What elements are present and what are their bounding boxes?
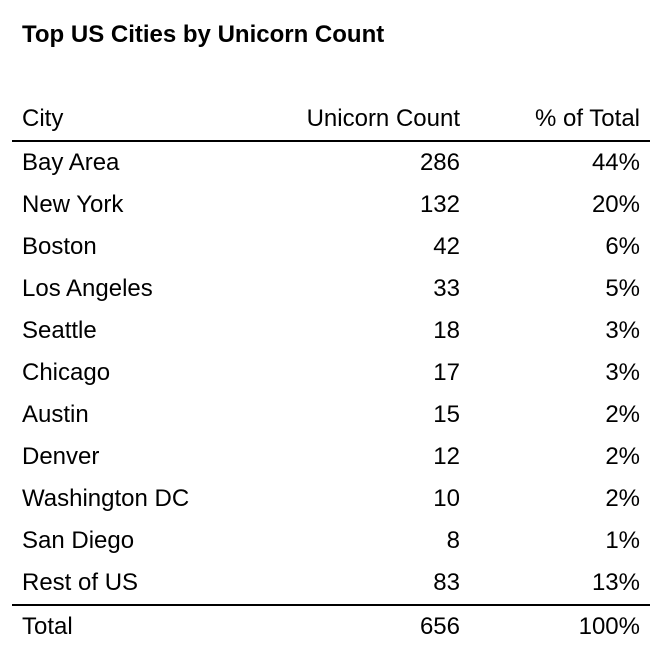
percent-cell: 3% bbox=[605, 359, 640, 386]
percent-cell: 2% bbox=[605, 401, 640, 428]
city-cell: Bay Area bbox=[22, 149, 120, 176]
percent-cell: 6% bbox=[605, 233, 640, 260]
table-row: New York 132 20% bbox=[12, 184, 650, 226]
count-cell: 10 bbox=[433, 485, 460, 512]
column-header-percent-of-total: % of Total bbox=[470, 98, 650, 142]
table-row: Seattle 18 3% bbox=[12, 310, 650, 352]
column-header-unicorn-count: Unicorn Count bbox=[250, 98, 470, 142]
city-cell: San Diego bbox=[22, 527, 135, 554]
city-cell: Los Angeles bbox=[22, 275, 153, 302]
table-title: Top US Cities by Unicorn Count bbox=[22, 21, 385, 48]
column-header-city: City bbox=[12, 98, 250, 142]
table-row: Rest of US 83 13% bbox=[12, 562, 650, 605]
city-cell: Austin bbox=[22, 401, 89, 428]
table-row: Bay Area 286 44% bbox=[12, 141, 650, 184]
table-row: Austin 15 2% bbox=[12, 394, 650, 436]
count-cell: 15 bbox=[433, 401, 460, 428]
table-row: Boston 42 6% bbox=[12, 226, 650, 268]
count-cell: 8 bbox=[446, 527, 460, 554]
percent-cell: 5% bbox=[605, 275, 640, 302]
total-count: 656 bbox=[250, 604, 470, 648]
percent-cell: 20% bbox=[591, 191, 640, 218]
table-row: Los Angeles 33 5% bbox=[12, 268, 650, 310]
city-cell: Washington DC bbox=[22, 485, 190, 512]
percent-cell: 44% bbox=[591, 149, 640, 176]
percent-cell: 3% bbox=[605, 317, 640, 344]
table-row: Denver 12 2% bbox=[12, 436, 650, 478]
count-cell: 17 bbox=[433, 359, 460, 386]
percent-cell: 2% bbox=[605, 443, 640, 470]
percent-cell: 2% bbox=[605, 485, 640, 512]
table-row: Washington DC 10 2% bbox=[12, 478, 650, 520]
city-cell: Boston bbox=[22, 233, 97, 260]
city-cell: Denver bbox=[22, 443, 100, 470]
count-cell: 42 bbox=[433, 233, 460, 260]
city-cell: Chicago bbox=[22, 359, 111, 386]
count-cell: 33 bbox=[433, 275, 460, 302]
table-row: San Diego 8 1% bbox=[12, 520, 650, 562]
total-label: Total bbox=[12, 604, 250, 648]
count-cell: 286 bbox=[419, 149, 460, 176]
count-cell: 83 bbox=[433, 569, 460, 596]
count-cell: 12 bbox=[433, 443, 460, 470]
total-percent: 100% bbox=[470, 604, 650, 648]
unicorn-table: City Unicorn Count % of Total Bay Area 2… bbox=[12, 98, 650, 648]
city-cell: Rest of US bbox=[22, 569, 139, 596]
city-cell: Seattle bbox=[22, 317, 97, 344]
city-cell: New York bbox=[22, 191, 124, 218]
total-row: Total 656 100% bbox=[12, 604, 650, 648]
count-cell: 132 bbox=[419, 191, 460, 218]
percent-cell: 1% bbox=[605, 527, 640, 554]
table-row: Chicago 17 3% bbox=[12, 352, 650, 394]
header-row: City Unicorn Count % of Total bbox=[12, 98, 650, 142]
count-cell: 18 bbox=[433, 317, 460, 344]
percent-cell: 13% bbox=[591, 569, 640, 596]
